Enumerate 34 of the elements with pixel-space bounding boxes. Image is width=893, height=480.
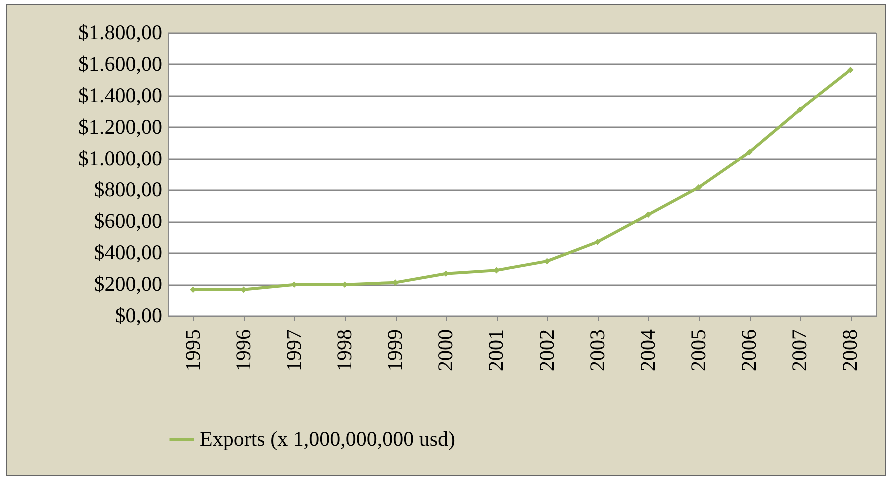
y-tick-label: $200,00 [94, 272, 162, 296]
legend-label: Exports (x 1,000,000,000 usd) [200, 427, 456, 451]
point [190, 286, 196, 294]
point [746, 149, 753, 156]
x-tick-label: 2003 [585, 330, 610, 372]
x-tick-label: 1999 [383, 330, 408, 372]
x-tick-label: 1995 [180, 330, 205, 372]
y-tick-label: $600,00 [94, 209, 162, 234]
point [594, 238, 602, 246]
point [544, 258, 550, 265]
point [848, 66, 854, 74]
x-tick-label: 2001 [484, 330, 508, 372]
y-tick-label: $1.200,00 [78, 114, 162, 139]
y-tick-label: $0,00 [115, 304, 162, 328]
y-tick-label: $1.000,00 [78, 146, 162, 170]
point [696, 184, 702, 191]
x-tick-label: 2008 [838, 330, 862, 372]
y-tick-label: $1.600,00 [78, 52, 162, 76]
y-tick-label: $800,00 [94, 178, 162, 202]
x-tick-label: 2005 [686, 330, 710, 372]
x-tick-label: 1998 [332, 330, 356, 372]
x-tick-label: 2000 [434, 330, 458, 372]
x-tick-label: 2004 [636, 329, 660, 372]
x-tick-label: 2002 [534, 330, 559, 372]
y-tick-label: $400,00 [94, 240, 162, 265]
point [796, 106, 804, 114]
y-tick-label: $1.400,00 [78, 83, 162, 108]
point [645, 212, 652, 218]
y-tick-label: $1.800,00 [78, 20, 162, 44]
x-tick-label: 1996 [231, 330, 256, 372]
point [494, 267, 500, 274]
x-tick-label: 1997 [282, 330, 306, 372]
x-tick-label: 2007 [788, 330, 812, 372]
x-tick-label: 2006 [737, 330, 762, 372]
